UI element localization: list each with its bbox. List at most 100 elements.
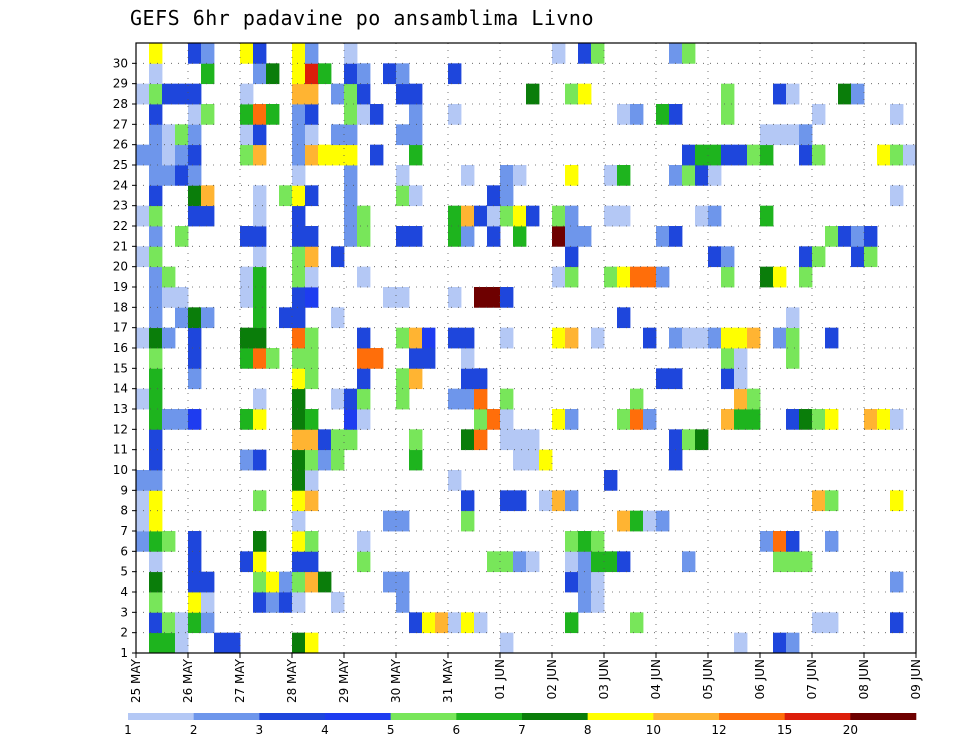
heatmap-cell [240, 287, 254, 308]
heatmap-cell [552, 266, 566, 288]
heatmap-cell [253, 449, 267, 471]
x-tick-label: 07 JUN [805, 659, 819, 699]
heatmap-cell [682, 43, 696, 64]
heatmap-cell [565, 409, 579, 430]
y-tick-label: 24 [113, 178, 128, 192]
heatmap-cell [344, 185, 358, 207]
heatmap-cell [253, 307, 267, 329]
heatmap-cell [305, 287, 319, 308]
heatmap-cell [409, 185, 423, 207]
heatmap-cell [864, 409, 878, 430]
heatmap-cell [799, 124, 813, 146]
heatmap-cell [292, 165, 306, 186]
heatmap-cell [734, 144, 748, 166]
heatmap-cell [240, 449, 254, 471]
heatmap-cell [305, 632, 319, 654]
heatmap-cell [825, 409, 839, 430]
heatmap-cell [253, 124, 267, 146]
heatmap-cell [331, 592, 345, 613]
heatmap-cell [149, 165, 163, 186]
heatmap-cell [292, 388, 306, 410]
heatmap-cell [448, 327, 462, 349]
heatmap-cell [461, 429, 475, 451]
heatmap-cell [318, 144, 332, 166]
colorbar-swatch [390, 713, 457, 720]
heatmap-cell [864, 226, 878, 247]
heatmap-cell [669, 449, 683, 471]
heatmap-cell [305, 429, 319, 451]
heatmap-cell [448, 104, 462, 125]
heatmap-cell [305, 348, 319, 369]
heatmap-cell [266, 348, 280, 369]
colorbar-label: 3 [256, 723, 264, 737]
heatmap-cell [812, 104, 826, 125]
heatmap-cell [188, 348, 202, 369]
heatmap-cell [305, 246, 319, 268]
heatmap-cell [305, 327, 319, 349]
heatmap-cell [305, 63, 319, 85]
heatmap-cell [747, 144, 761, 166]
heatmap-cell [292, 409, 306, 430]
heatmap-cell [877, 409, 891, 430]
heatmap-cell [305, 409, 319, 430]
heatmap-cell [201, 63, 215, 85]
heatmap-cell [162, 287, 176, 308]
x-tick-label: 30 MAY [389, 658, 403, 703]
heatmap-cell [474, 287, 488, 308]
heatmap-cell [409, 429, 423, 451]
heatmap-cell [149, 490, 163, 512]
heatmap-cell [565, 531, 579, 552]
heatmap-cell [188, 104, 202, 125]
heatmap-cell [253, 287, 267, 308]
heatmap-cell [565, 226, 579, 247]
heatmap-cell [240, 327, 254, 349]
heatmap-cell [318, 63, 332, 85]
heatmap-cell [292, 185, 306, 207]
heatmap-cell [565, 165, 579, 186]
heatmap-cell [331, 246, 345, 268]
heatmap-cell [617, 205, 631, 227]
heatmap-cell [500, 205, 514, 227]
heatmap-cell [591, 531, 605, 552]
heatmap-cell [253, 205, 267, 227]
heatmap-cell [617, 104, 631, 125]
heatmap-cell [253, 348, 267, 369]
heatmap-cell [396, 368, 410, 390]
y-tick-label: 8 [120, 504, 128, 518]
heatmap-cell [305, 531, 319, 552]
heatmap-cell [734, 388, 748, 410]
heatmap-cell [136, 531, 150, 552]
colorbar-label: 15 [777, 723, 792, 737]
heatmap-cell [149, 429, 163, 451]
y-tick-label: 29 [113, 77, 128, 91]
heatmap-cell [357, 205, 371, 227]
heatmap-cell [409, 348, 423, 369]
heatmap-cell [474, 388, 488, 410]
heatmap-cell [292, 531, 306, 552]
heatmap-cell [305, 368, 319, 390]
heatmap-cell [617, 307, 631, 329]
heatmap-cell [331, 449, 345, 471]
heatmap-cell [357, 348, 371, 369]
x-tick-label: 31 MAY [441, 658, 455, 703]
heatmap-cell [786, 632, 800, 654]
heatmap-cell [721, 144, 735, 166]
heatmap-cell [253, 571, 267, 593]
heatmap-cell [188, 124, 202, 146]
heatmap-cell [253, 226, 267, 247]
heatmap-cell [682, 165, 696, 186]
heatmap-cell [786, 348, 800, 369]
heatmap-cell [617, 266, 631, 288]
heatmap-cell [773, 83, 787, 105]
heatmap-cell [292, 490, 306, 512]
heatmap-cell [500, 185, 514, 207]
x-tick-label: 02 JUN [545, 659, 559, 699]
heatmap-cell [149, 592, 163, 613]
heatmap-cell [149, 246, 163, 268]
heatmap-cell [305, 571, 319, 593]
heatmap-cell [149, 104, 163, 125]
heatmap-cell [799, 409, 813, 430]
heatmap-cell [305, 83, 319, 105]
heatmap-cell [786, 551, 800, 573]
heatmap-cell [344, 104, 358, 125]
